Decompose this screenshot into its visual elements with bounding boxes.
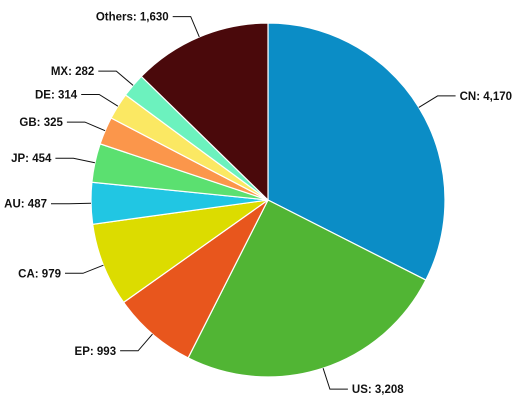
data-label-de: DE: 314 <box>35 90 78 102</box>
leader-line-us <box>322 368 348 390</box>
data-label-gb: GB: 325 <box>19 117 63 129</box>
leader-line-cn <box>418 95 456 108</box>
data-label-cn: CN: 4,170 <box>460 91 512 103</box>
pie-slice-others <box>140 22 269 202</box>
leader-line-others <box>172 16 200 38</box>
leader-line-ca <box>65 264 104 274</box>
data-label-ca: CA: 979 <box>18 268 61 280</box>
data-label-us: US: 3,208 <box>352 384 404 396</box>
leader-line-jp <box>55 157 96 164</box>
data-label-ep: EP: 993 <box>75 346 117 358</box>
data-label-mx: MX: 282 <box>51 66 94 78</box>
leader-line-ep <box>120 333 153 352</box>
pie-slices <box>90 22 446 378</box>
pie-labels: CN: 4,170 US: 3,208 EP: 993 CA: 979 AU: 487 J… <box>4 12 512 397</box>
data-label-jp: JP: 454 <box>11 153 52 165</box>
leader-line-gb <box>66 121 106 132</box>
leader-line-de <box>81 94 119 107</box>
data-label-others: Others: 1,630 <box>96 12 169 24</box>
leader-line-mx <box>98 70 134 86</box>
data-label-au: AU: 487 <box>4 199 47 211</box>
pie-slice-cn <box>267 22 446 281</box>
